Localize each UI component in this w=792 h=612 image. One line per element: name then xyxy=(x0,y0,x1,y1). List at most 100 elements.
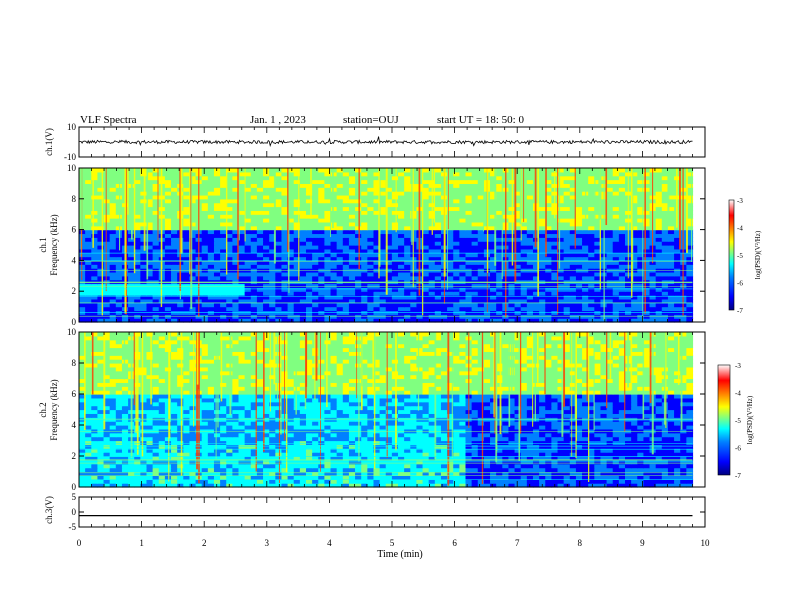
spectrogram-cell xyxy=(355,187,362,192)
spectrogram-cell xyxy=(244,168,252,173)
spectrogram-cell xyxy=(134,483,141,488)
spectrogram-cell xyxy=(109,479,117,484)
spectrogram-cell xyxy=(128,287,135,292)
spectrogram-cell xyxy=(263,237,270,242)
spectrogram-cell xyxy=(514,194,522,200)
spectrogram-cell xyxy=(434,168,442,173)
spectrogram-cell xyxy=(471,237,479,242)
spectrogram-cell xyxy=(490,252,497,258)
spectrogram-cell xyxy=(398,302,405,308)
spectrogram-cell xyxy=(434,241,442,246)
spectrogram-cell xyxy=(557,483,565,488)
spectrogram-cell xyxy=(355,475,362,480)
spectrogram-cell xyxy=(269,248,276,254)
spectrogram-cell xyxy=(447,210,454,215)
spectrogram-cell xyxy=(183,479,191,484)
spectrogram-cell xyxy=(97,171,105,177)
spectrogram-cell xyxy=(606,198,614,204)
spectrogram-cell xyxy=(207,283,215,288)
spectrogram-cell xyxy=(496,483,503,488)
spectrogram-cell xyxy=(569,237,577,242)
spectrogram-cell xyxy=(336,218,344,223)
spectrogram-cell xyxy=(109,483,117,488)
spectrogram-cell xyxy=(398,168,405,173)
spectrogram-cell xyxy=(428,237,436,242)
spectrogram-cell xyxy=(213,206,221,211)
spectrogram-cell xyxy=(213,225,221,231)
spectrogram-cell xyxy=(471,467,479,473)
sferic-streaks xyxy=(80,168,693,321)
spectrogram-cell xyxy=(594,248,602,254)
spectrogram-cell xyxy=(207,183,215,188)
spectrogram-cell xyxy=(213,202,221,208)
spectrogram-cell xyxy=(79,271,86,277)
spectrogram-cell xyxy=(342,194,350,200)
spectrogram-cell xyxy=(459,183,467,188)
spectrogram-cell xyxy=(557,237,565,242)
spectrogram-cell xyxy=(526,191,534,196)
spectrogram-cell xyxy=(324,271,332,277)
spectrogram-cell xyxy=(336,291,344,296)
spectrogram-cell xyxy=(637,283,645,288)
spectrogram-cell xyxy=(140,275,148,281)
spectrogram-cell xyxy=(171,463,178,469)
spectrogram-cell xyxy=(183,198,191,204)
spectrogram-cell xyxy=(312,275,319,281)
spectrogram-cell xyxy=(152,210,160,215)
spectrogram-cell xyxy=(447,214,454,219)
spectrogram-cell xyxy=(398,183,405,188)
spectrogram-cell xyxy=(91,318,99,323)
spectrogram-cell xyxy=(557,214,565,219)
spectrogram-cell xyxy=(361,214,368,219)
spectrogram-cell xyxy=(269,198,276,204)
spectrogram-cell xyxy=(213,175,221,181)
spectrogram-cell xyxy=(686,248,694,254)
spectrogram-cell xyxy=(631,194,638,200)
spectrogram-cell xyxy=(385,237,393,242)
spectrogram-cell xyxy=(643,214,651,219)
spectrogram-cell xyxy=(575,264,583,269)
spectrogram-cell xyxy=(97,221,105,227)
spectrogram-cell xyxy=(318,225,325,231)
spectrogram-cell xyxy=(453,463,460,469)
spectrogram-cell xyxy=(201,175,209,181)
spectrogram-cell xyxy=(226,271,233,277)
spectrogram-cell xyxy=(238,225,246,231)
spectrogram-cell xyxy=(109,287,117,292)
spectrogram-cell xyxy=(299,187,307,192)
spectrogram-cell xyxy=(299,467,307,473)
spectrogram-cell xyxy=(330,229,338,235)
spectrogram-cell xyxy=(471,218,479,223)
spectrogram-cell xyxy=(643,298,651,304)
spectrogram-cell xyxy=(569,168,577,173)
spectrogram-cell xyxy=(281,283,289,288)
spectrogram-cell xyxy=(606,471,614,476)
spectrogram-cell xyxy=(434,295,442,300)
spectrogram-cell xyxy=(238,248,246,254)
spectrogram-cell xyxy=(342,291,350,296)
spectrogram-cell xyxy=(213,467,221,473)
spectrogram-cell xyxy=(263,202,270,208)
spectrogram-cell xyxy=(299,206,307,211)
spectrogram-cell xyxy=(269,218,276,223)
spectrogram-cell xyxy=(545,218,552,223)
spectrogram-cell xyxy=(508,298,516,304)
spectrogram-cell xyxy=(520,463,528,469)
spectrogram-cell xyxy=(103,233,111,238)
spectrogram-cell xyxy=(226,187,233,192)
spectrogram-cell xyxy=(477,256,485,261)
spectrogram-cell xyxy=(508,295,516,300)
spectrogram-cell xyxy=(213,471,221,476)
spectrogram-cell xyxy=(667,264,675,269)
spectrogram-cell xyxy=(379,271,387,277)
spectrogram-cell xyxy=(551,221,559,227)
spectrogram-cell xyxy=(342,479,350,484)
spectrogram-cell xyxy=(213,179,221,184)
spectrogram-cell xyxy=(686,291,694,296)
spectrogram-cell xyxy=(275,295,283,300)
spectrogram-cell xyxy=(539,271,546,277)
spectrogram-cell xyxy=(618,198,626,204)
spectrogram-cell xyxy=(128,260,135,265)
spectrogram-cell xyxy=(612,287,620,292)
spectrogram-cell xyxy=(91,252,99,258)
